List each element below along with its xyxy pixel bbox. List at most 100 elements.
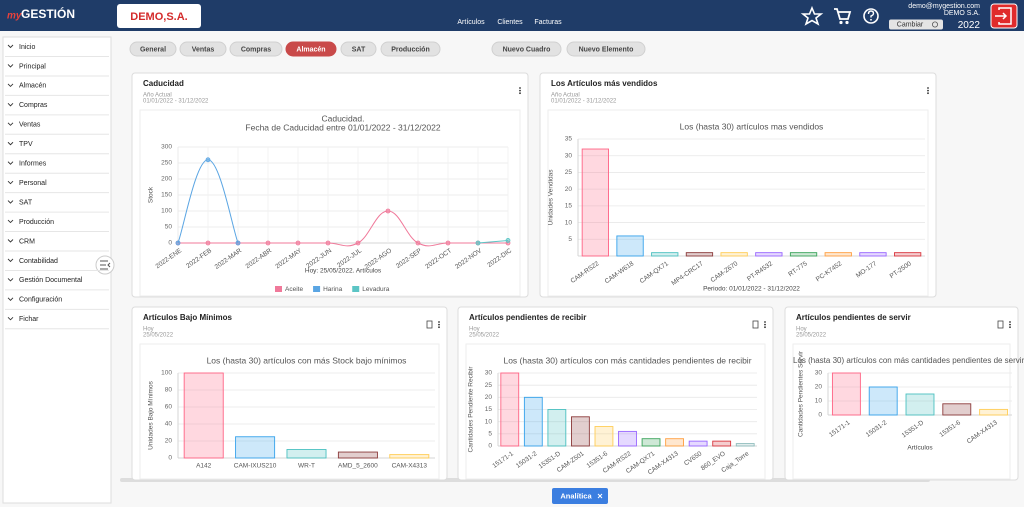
menu-item[interactable]: Contabilidad (19, 258, 58, 265)
bar (905, 393, 935, 416)
chart-frame (465, 343, 766, 480)
y-axis-label: Cantidades Pendiente Recibir (468, 366, 475, 453)
nav-link: Artículos (457, 19, 485, 26)
x-tick-label: CAM-IXUS210 (234, 463, 277, 470)
tab[interactable] (129, 41, 177, 57)
help-icon[interactable] (863, 8, 879, 24)
y-tick-label: 0 (168, 240, 172, 247)
y-tick-label: 25 (485, 382, 493, 389)
bar (235, 436, 276, 459)
tab[interactable] (285, 41, 337, 57)
menu-item[interactable]: CRM (19, 238, 35, 245)
menu-dot (764, 323, 766, 326)
menu-item[interactable]: Inicio (19, 44, 35, 51)
legend-label: Levadura (362, 286, 389, 293)
tab[interactable] (179, 41, 227, 57)
bar (712, 440, 732, 447)
bar (665, 438, 684, 447)
point (205, 240, 211, 246)
chevron (7, 64, 14, 68)
y-tick-label: 100 (161, 370, 172, 377)
y-tick-label: 100 (161, 208, 172, 215)
tab[interactable] (229, 41, 283, 57)
bar (831, 372, 861, 416)
chart-frame (547, 109, 929, 297)
bar (651, 252, 679, 257)
favorites-icon[interactable] (800, 5, 824, 26)
menu-item[interactable]: Compras (19, 102, 48, 109)
point (295, 240, 301, 246)
export-icon[interactable] (997, 320, 1004, 329)
y-axis-label: Unidades Bajo Mínimos (148, 380, 155, 449)
point (475, 240, 481, 246)
widget-period: Año Actual (143, 93, 172, 99)
chart-title: Los (hasta 30) artículos con más cantida… (793, 356, 1024, 365)
bar (286, 449, 327, 459)
menu-dot (519, 89, 521, 92)
widget-title: Artículos pendientes de recibir (469, 313, 586, 322)
y-tick-label: 80 (165, 387, 173, 394)
bar (581, 148, 609, 257)
y-tick-label: 40 (165, 421, 173, 428)
tab[interactable] (380, 41, 441, 57)
bar (523, 396, 543, 447)
bar (685, 252, 714, 257)
y-tick-label: 5 (488, 431, 492, 438)
bar (571, 416, 590, 447)
logout-button[interactable] (990, 3, 1018, 29)
company-name: DEMO,S.A. (130, 11, 187, 23)
menu-item[interactable]: SAT (19, 199, 33, 206)
point (235, 240, 241, 246)
menu-item[interactable]: Ventas (19, 122, 41, 129)
y-tick-label: 0 (488, 443, 492, 450)
y-tick-label: 150 (161, 192, 172, 199)
menu-item[interactable]: Personal (19, 180, 47, 187)
menu-dot (438, 321, 440, 323)
menu-item[interactable]: Gestión Documental (19, 277, 83, 284)
y-tick-label: 30 (485, 370, 493, 377)
y-tick-label: 35 (565, 136, 573, 143)
action-button[interactable] (491, 41, 562, 57)
bar (789, 252, 818, 257)
bar (618, 430, 637, 447)
legend-label: Aceite (285, 286, 303, 293)
bar (979, 408, 1009, 416)
tab[interactable] (340, 41, 377, 57)
footer-tab[interactable] (552, 488, 608, 504)
widget-title: Los Artículos más vendidos (551, 79, 658, 88)
export-icon[interactable] (752, 320, 759, 329)
nav-link: Facturas (534, 19, 562, 26)
menu-item[interactable]: Principal (19, 63, 46, 70)
switch-button[interactable] (889, 19, 943, 30)
menu-dot (764, 326, 766, 329)
year: 2022 (958, 20, 981, 31)
bar (720, 252, 748, 257)
menu-item[interactable]: Almacén (19, 83, 46, 90)
y-axis-label: Cantidades Pendientes Servir (798, 350, 805, 437)
widget-dates: 25/05/2022 (143, 333, 174, 339)
sidebar-toggle[interactable] (95, 255, 115, 275)
y-tick-label: 25 (565, 169, 573, 176)
y-tick-label: 200 (161, 176, 172, 183)
bar (183, 372, 224, 459)
chart-frame (792, 343, 1011, 480)
nav-link: Clientes (497, 19, 523, 26)
action-button[interactable] (566, 41, 646, 57)
company-button[interactable] (117, 4, 201, 28)
user-company: DEMO S.A. (944, 10, 980, 17)
menu-item[interactable]: Informes (19, 161, 47, 168)
y-axis-label: Stock (148, 186, 155, 203)
menu-dot (764, 321, 766, 323)
point (325, 240, 331, 246)
menu-item[interactable]: Fichar (19, 316, 39, 323)
close-icon[interactable] (597, 493, 603, 499)
y-tick-label: 50 (165, 224, 173, 231)
menu-item[interactable]: Producción (19, 219, 54, 226)
widget-period: Año Actual (551, 93, 580, 99)
menu-item[interactable]: Configuración (19, 297, 62, 304)
export-icon[interactable] (426, 320, 433, 329)
cart-icon[interactable] (834, 8, 852, 25)
chevron (7, 239, 14, 243)
menu-item[interactable]: TPV (19, 141, 33, 148)
